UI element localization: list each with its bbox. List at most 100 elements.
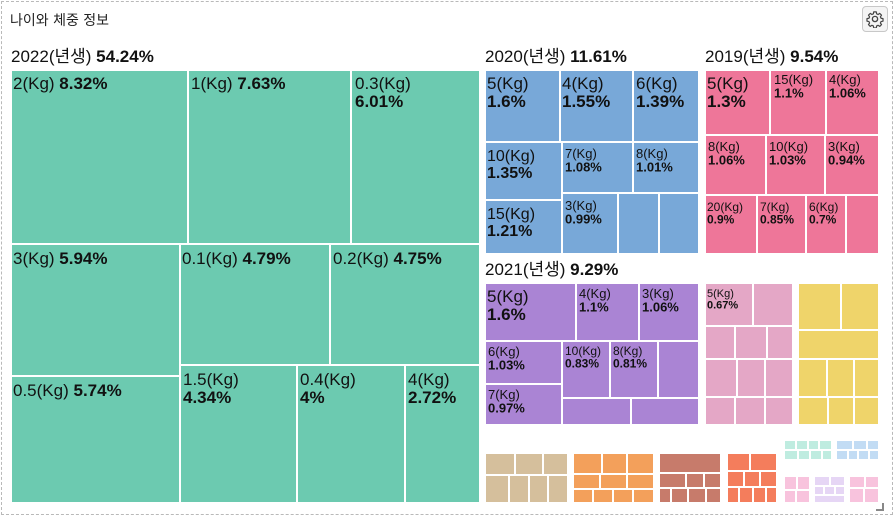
treemap-cell[interactable]	[575, 282, 640, 342]
treemap-cell[interactable]	[797, 358, 828, 398]
treemap-cell[interactable]	[514, 452, 544, 476]
treemap-cell[interactable]	[805, 194, 847, 255]
treemap-cell[interactable]	[609, 340, 659, 399]
treemap-cell[interactable]	[484, 141, 563, 201]
treemap-cell[interactable]	[705, 487, 722, 504]
treemap-cell[interactable]	[848, 487, 865, 504]
treemap-cell[interactable]	[658, 192, 700, 255]
treemap-cell[interactable]	[853, 396, 880, 426]
treemap-cell[interactable]	[542, 452, 569, 476]
treemap-cell[interactable]	[626, 473, 655, 490]
treemap-cell[interactable]	[658, 472, 687, 489]
treemap-cell[interactable]	[736, 358, 766, 398]
treemap-cell[interactable]	[179, 364, 298, 504]
treemap-cell[interactable]	[687, 487, 707, 504]
treemap-cell[interactable]	[824, 134, 880, 196]
treemap-cell[interactable]	[10, 69, 189, 245]
treemap-cell[interactable]	[863, 487, 880, 504]
treemap-cell[interactable]	[626, 452, 655, 475]
treemap-cell[interactable]	[734, 396, 766, 426]
treemap-cell[interactable]	[857, 449, 870, 461]
resize-handle[interactable]	[876, 503, 884, 511]
treemap-cell[interactable]	[599, 473, 628, 490]
treemap-cell[interactable]	[853, 358, 880, 398]
treemap-cell[interactable]	[840, 282, 880, 331]
treemap-cell[interactable]	[670, 487, 689, 504]
treemap-cell[interactable]	[630, 397, 700, 426]
treemap-cell[interactable]	[809, 449, 823, 461]
treemap-cell[interactable]	[658, 452, 722, 474]
treemap-cell[interactable]	[752, 282, 794, 327]
treemap-cell[interactable]	[752, 486, 767, 504]
treemap-cell[interactable]	[834, 485, 846, 496]
treemap-cell[interactable]	[813, 475, 831, 487]
treemap-cell[interactable]	[835, 439, 854, 451]
treemap-cell[interactable]	[10, 375, 181, 504]
treemap-cell[interactable]	[797, 329, 880, 360]
treemap-cell[interactable]	[561, 192, 619, 255]
treemap-cell[interactable]	[657, 340, 700, 399]
settings-button[interactable]	[862, 6, 888, 32]
treemap-cell[interactable]	[187, 69, 352, 245]
treemap-cell[interactable]	[797, 449, 811, 461]
treemap-cell[interactable]	[734, 325, 768, 360]
treemap-cell[interactable]	[612, 488, 634, 504]
treemap-cell[interactable]	[796, 475, 811, 491]
treemap-cell[interactable]	[835, 449, 849, 461]
treemap-cell[interactable]	[807, 439, 820, 451]
treemap-cell[interactable]	[823, 485, 836, 496]
treemap-cell[interactable]	[738, 486, 754, 504]
treemap-cell[interactable]	[726, 486, 740, 504]
treemap-cell[interactable]	[848, 475, 866, 489]
treemap-cell[interactable]	[484, 474, 510, 504]
treemap-cell[interactable]	[795, 489, 811, 504]
treemap-cell[interactable]	[829, 475, 846, 487]
treemap-cell[interactable]	[827, 396, 855, 426]
treemap-cell[interactable]	[404, 364, 481, 504]
treemap-cell[interactable]	[813, 494, 846, 504]
treemap-cell[interactable]	[484, 383, 563, 426]
treemap-cell[interactable]	[749, 452, 778, 472]
treemap-cell[interactable]	[726, 470, 745, 488]
treemap-cell[interactable]	[783, 439, 797, 451]
treemap-cell[interactable]	[547, 474, 569, 504]
treemap-cell[interactable]	[764, 358, 794, 398]
treemap-cell[interactable]	[592, 488, 614, 504]
treemap-cell[interactable]	[864, 475, 880, 489]
treemap-cell[interactable]	[866, 439, 880, 451]
treemap-cell[interactable]	[484, 340, 563, 385]
treemap-cell[interactable]	[764, 396, 794, 426]
treemap-cell[interactable]	[797, 396, 829, 426]
treemap-cell[interactable]	[484, 282, 577, 342]
treemap-cell[interactable]	[759, 470, 778, 488]
treemap-cell[interactable]	[572, 488, 594, 504]
treemap-cell[interactable]	[813, 485, 825, 496]
treemap-cell[interactable]	[765, 486, 778, 504]
treemap-cell[interactable]	[632, 141, 700, 194]
treemap-cell[interactable]	[572, 473, 601, 490]
treemap-cell[interactable]	[528, 474, 549, 504]
treemap-cell[interactable]	[704, 69, 771, 136]
treemap-cell[interactable]	[743, 470, 761, 488]
treemap-cell[interactable]	[704, 194, 758, 255]
treemap-cell[interactable]	[783, 449, 799, 461]
treemap-cell[interactable]	[845, 194, 880, 255]
treemap-cell[interactable]	[726, 452, 751, 472]
treemap-cell[interactable]	[826, 358, 855, 398]
treemap-cell[interactable]	[766, 325, 794, 360]
treemap-cell[interactable]	[658, 487, 672, 504]
treemap-cell[interactable]	[818, 439, 833, 451]
treemap-cell[interactable]	[632, 488, 655, 504]
treemap-cell[interactable]	[329, 243, 481, 366]
treemap-cell[interactable]	[868, 449, 880, 461]
treemap-cell[interactable]	[572, 452, 603, 475]
treemap-cell[interactable]	[704, 396, 736, 426]
treemap-cell[interactable]	[685, 472, 705, 489]
treemap-cell[interactable]	[797, 282, 842, 331]
treemap-cell[interactable]	[783, 475, 798, 491]
treemap-cell[interactable]	[852, 439, 868, 451]
treemap-cell[interactable]	[179, 243, 331, 366]
treemap-cell[interactable]	[821, 449, 833, 461]
treemap-cell[interactable]	[703, 472, 722, 489]
treemap-cell[interactable]	[561, 397, 632, 426]
